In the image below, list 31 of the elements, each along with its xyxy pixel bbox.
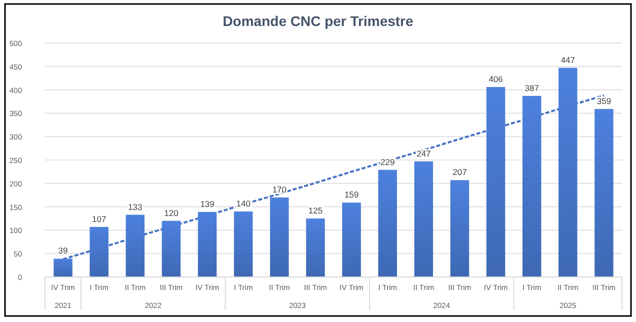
bar: [90, 226, 108, 277]
data-label: 120: [164, 208, 179, 218]
bar: [234, 211, 253, 277]
bar: [486, 86, 506, 277]
bar: [450, 180, 470, 277]
bar: [126, 214, 145, 277]
bar: [342, 202, 361, 277]
bar: [594, 108, 614, 277]
chart-title: Domande CNC per Trimestre: [222, 13, 414, 29]
bar: [522, 96, 542, 277]
data-label: 107: [92, 214, 106, 224]
data-label: 170: [272, 184, 287, 194]
data-label: 39: [58, 246, 68, 256]
data-label: 447: [560, 54, 576, 65]
bar: [378, 170, 397, 277]
bar: [306, 218, 325, 277]
data-label: 387: [524, 82, 540, 93]
data-label: 139: [200, 198, 215, 209]
bar: [54, 258, 72, 277]
data-label: 406: [488, 74, 504, 84]
bar: [414, 161, 434, 277]
data-label: 207: [452, 167, 468, 178]
bar: [198, 212, 217, 277]
data-label: 359: [596, 96, 612, 106]
bar: [270, 197, 289, 277]
data-label: 247: [416, 148, 432, 158]
bar: [558, 68, 578, 277]
data-label: 133: [128, 202, 143, 212]
data-label: 159: [344, 190, 359, 200]
bar: [162, 220, 181, 277]
data-label: 125: [308, 206, 323, 216]
